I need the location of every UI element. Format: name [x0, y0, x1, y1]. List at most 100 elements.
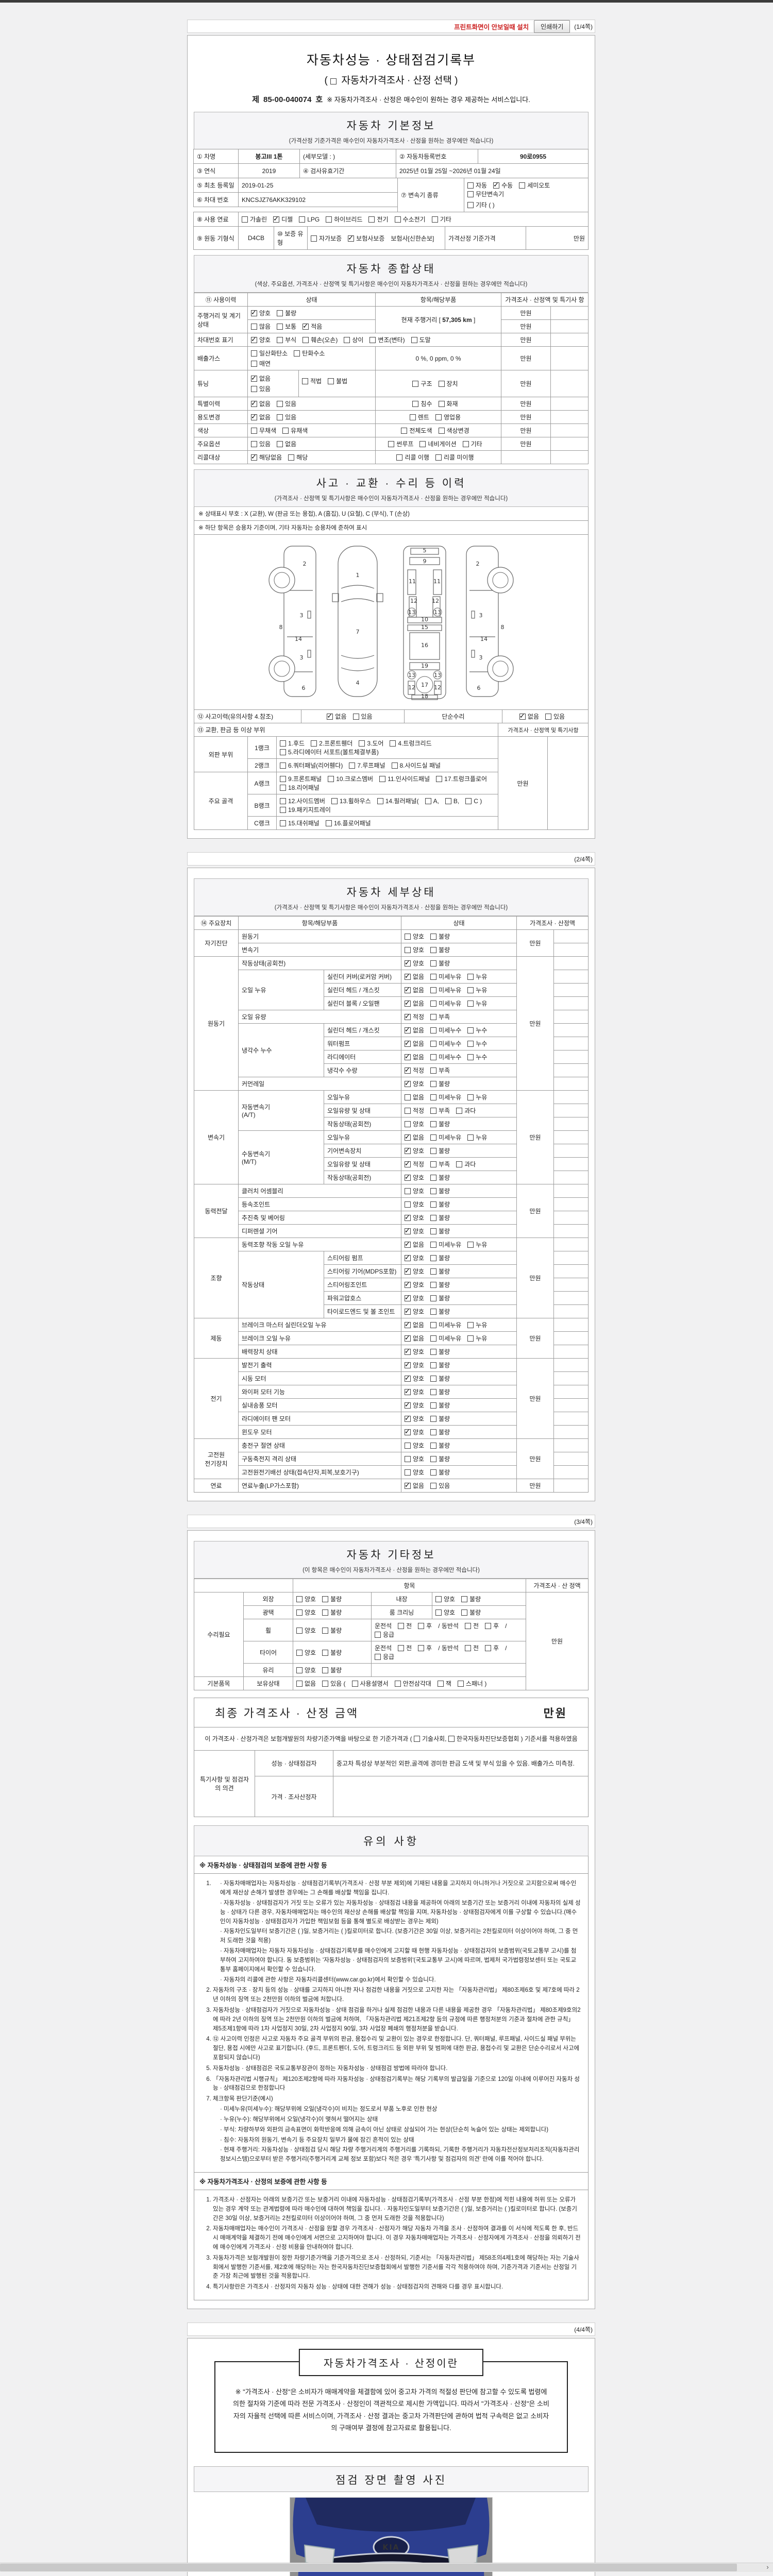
checkbox[interactable]: [435, 1609, 442, 1616]
checkbox[interactable]: [277, 324, 283, 330]
scrollbar-right-arrow[interactable]: ›: [766, 2563, 769, 2571]
checkbox[interactable]: [328, 378, 334, 384]
checkbox[interactable]: [394, 1681, 401, 1687]
checkbox[interactable]: [465, 1645, 472, 1651]
checkbox[interactable]: [280, 798, 286, 804]
checkbox[interactable]: [545, 714, 551, 720]
checkbox[interactable]: [251, 374, 257, 382]
checkbox[interactable]: [328, 776, 334, 782]
checkbox[interactable]: [280, 776, 286, 782]
checkbox[interactable]: [467, 1027, 474, 1033]
checkbox[interactable]: [438, 401, 445, 407]
checkbox[interactable]: [430, 1402, 437, 1409]
checkbox[interactable]: [405, 1469, 411, 1476]
checkbox[interactable]: [405, 972, 411, 980]
checkbox[interactable]: [438, 381, 445, 387]
checkbox[interactable]: [405, 1133, 411, 1141]
checkbox[interactable]: [251, 309, 257, 317]
checkbox[interactable]: [405, 1039, 411, 1047]
checkbox[interactable]: [430, 1014, 437, 1020]
checkbox[interactable]: [430, 1121, 437, 1127]
checkbox[interactable]: [430, 1389, 437, 1395]
checkbox[interactable]: [430, 1362, 437, 1368]
checkbox[interactable]: [431, 216, 438, 223]
checkbox[interactable]: [369, 337, 376, 343]
checkbox[interactable]: [401, 428, 408, 434]
checkbox[interactable]: [405, 1443, 411, 1449]
checkbox[interactable]: [467, 1001, 474, 1007]
checkbox[interactable]: [430, 1443, 437, 1449]
checkbox[interactable]: [430, 1469, 437, 1476]
checkbox[interactable]: [251, 399, 257, 408]
checkbox[interactable]: [322, 1596, 329, 1602]
checkbox[interactable]: [251, 350, 257, 357]
checkbox[interactable]: [282, 428, 289, 434]
checkbox[interactable]: [280, 785, 286, 791]
checkbox[interactable]: [280, 807, 286, 813]
checkbox[interactable]: [437, 1681, 444, 1687]
checkbox[interactable]: [412, 401, 419, 407]
checkbox[interactable]: [467, 987, 474, 993]
checkbox[interactable]: [396, 454, 403, 461]
checkbox[interactable]: [405, 986, 411, 994]
checkbox[interactable]: [251, 335, 257, 344]
checkbox[interactable]: [430, 1295, 437, 1301]
checkbox[interactable]: [405, 1387, 411, 1396]
checkbox[interactable]: [411, 337, 417, 343]
checkbox[interactable]: [251, 413, 257, 421]
checkbox[interactable]: [430, 1188, 437, 1194]
checkbox[interactable]: [409, 414, 416, 420]
checkbox[interactable]: [327, 712, 333, 720]
checkbox[interactable]: [302, 378, 308, 384]
checkbox[interactable]: [456, 1108, 463, 1114]
checkbox[interactable]: [405, 1401, 411, 1409]
checkbox[interactable]: [280, 820, 286, 826]
checkbox[interactable]: [430, 1027, 437, 1033]
checkbox[interactable]: [430, 1148, 437, 1154]
checkbox[interactable]: [467, 191, 474, 197]
checkbox[interactable]: [277, 401, 283, 407]
checkbox[interactable]: [430, 987, 437, 993]
checkbox[interactable]: [493, 181, 500, 189]
checkbox[interactable]: [325, 820, 332, 826]
checkbox[interactable]: [405, 947, 411, 953]
checkbox[interactable]: [251, 428, 257, 434]
checkbox[interactable]: [467, 1335, 474, 1342]
checkbox[interactable]: [322, 1681, 329, 1687]
checkbox[interactable]: [405, 1456, 411, 1462]
checkbox[interactable]: [435, 454, 442, 461]
checkbox[interactable]: [430, 1175, 437, 1181]
checkbox[interactable]: [390, 740, 396, 747]
checkbox[interactable]: [405, 1320, 411, 1329]
checkbox[interactable]: [430, 974, 437, 980]
checkbox[interactable]: [398, 1623, 405, 1629]
checkbox[interactable]: [405, 1108, 411, 1114]
scrollbar-thumb[interactable]: [0, 2564, 737, 2571]
checkbox[interactable]: [288, 454, 295, 461]
checkbox[interactable]: [465, 1623, 472, 1629]
checkbox[interactable]: [375, 1654, 381, 1660]
checkbox[interactable]: [405, 1253, 411, 1262]
checkbox[interactable]: [467, 1242, 474, 1248]
checkbox[interactable]: [430, 934, 437, 940]
checkbox[interactable]: [405, 1160, 411, 1168]
checkbox[interactable]: [251, 453, 257, 461]
checkbox[interactable]: [331, 798, 338, 804]
checkbox[interactable]: [457, 1681, 464, 1687]
checkbox[interactable]: [430, 1094, 437, 1100]
checkbox[interactable]: [296, 1681, 303, 1687]
checkbox[interactable]: [405, 1026, 411, 1034]
checkbox[interactable]: [405, 1201, 411, 1208]
checkbox[interactable]: [430, 1282, 437, 1288]
checkbox[interactable]: [405, 1481, 411, 1489]
checkbox[interactable]: [242, 216, 248, 223]
checkbox[interactable]: [280, 740, 286, 747]
horizontal-scrollbar[interactable]: ›: [0, 2563, 773, 2572]
checkbox[interactable]: [430, 947, 437, 953]
basis-checkbox-2[interactable]: [448, 1736, 455, 1742]
checkbox[interactable]: [419, 441, 426, 447]
print-button[interactable]: 인쇄하기: [534, 20, 570, 33]
checkbox[interactable]: [368, 216, 375, 223]
checkbox[interactable]: [303, 322, 309, 330]
checkbox[interactable]: [251, 361, 257, 367]
